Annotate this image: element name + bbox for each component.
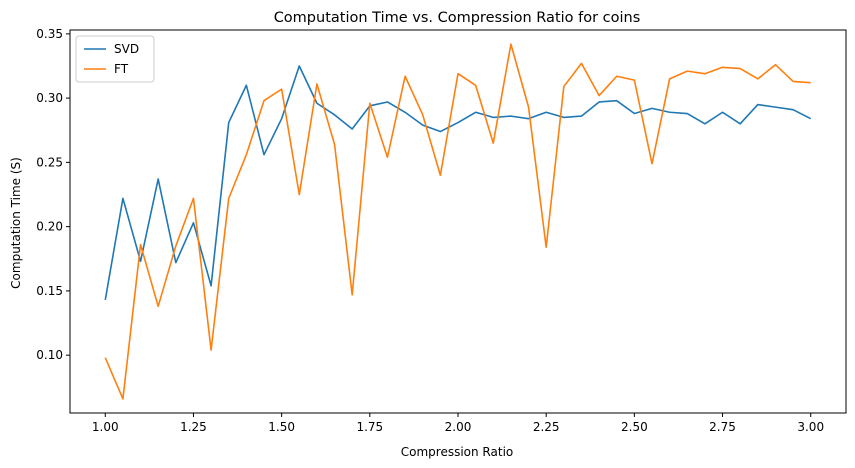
y-axis-label: Computation Time (S) xyxy=(9,157,23,289)
legend-box xyxy=(75,35,155,83)
y-tick-label: 0.30 xyxy=(36,91,63,105)
chart-title: Computation Time vs. Compression Ratio f… xyxy=(274,10,641,26)
y-axis: 0.10 0.15 0.20 0.25 0.30 0.35 xyxy=(36,27,70,362)
x-tick-label: 1.25 xyxy=(180,420,207,434)
plot-frame xyxy=(69,29,847,414)
legend-label-ft: FT xyxy=(114,62,129,76)
y-tick-label: 0.10 xyxy=(36,348,63,362)
y-tick-label: 0.15 xyxy=(36,284,63,298)
plot-area xyxy=(69,29,847,414)
y-tick-label: 0.25 xyxy=(36,155,63,169)
x-tick-label: 2.50 xyxy=(621,420,648,434)
series-line-svd xyxy=(104,65,812,301)
y-tick-label: 0.35 xyxy=(36,27,63,41)
series-layer xyxy=(104,43,812,400)
x-tick-label: 2.75 xyxy=(709,420,736,434)
y-tick-label: 0.20 xyxy=(36,220,63,234)
x-axis: 1.00 1.25 1.50 1.75 2.00 2.25 2.50 2.75 3.00 xyxy=(92,413,824,434)
series-line-ft xyxy=(104,43,811,400)
legend: SVD FT xyxy=(75,35,155,83)
x-tick-label: 3.00 xyxy=(797,420,824,434)
x-tick-label: 1.75 xyxy=(356,420,383,434)
x-tick-label: 1.00 xyxy=(92,420,119,434)
x-tick-label: 1.50 xyxy=(268,420,295,434)
x-tick-label: 2.00 xyxy=(445,420,472,434)
x-tick-label: 2.25 xyxy=(533,420,560,434)
x-axis-label: Compression Ratio xyxy=(401,445,514,459)
legend-label-svd: SVD xyxy=(114,42,139,56)
